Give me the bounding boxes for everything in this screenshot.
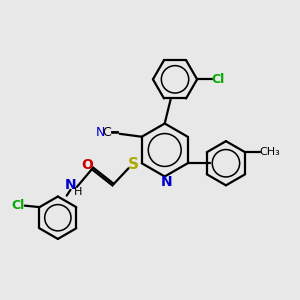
Text: O: O [81,158,93,172]
Text: S: S [128,157,138,172]
Text: H: H [74,187,83,197]
Text: N: N [65,178,76,192]
Text: N: N [96,126,105,139]
Text: Cl: Cl [12,199,25,212]
Text: C: C [102,126,111,139]
Text: Cl: Cl [212,73,225,86]
Text: CH₃: CH₃ [260,147,280,157]
Text: N: N [160,175,172,189]
